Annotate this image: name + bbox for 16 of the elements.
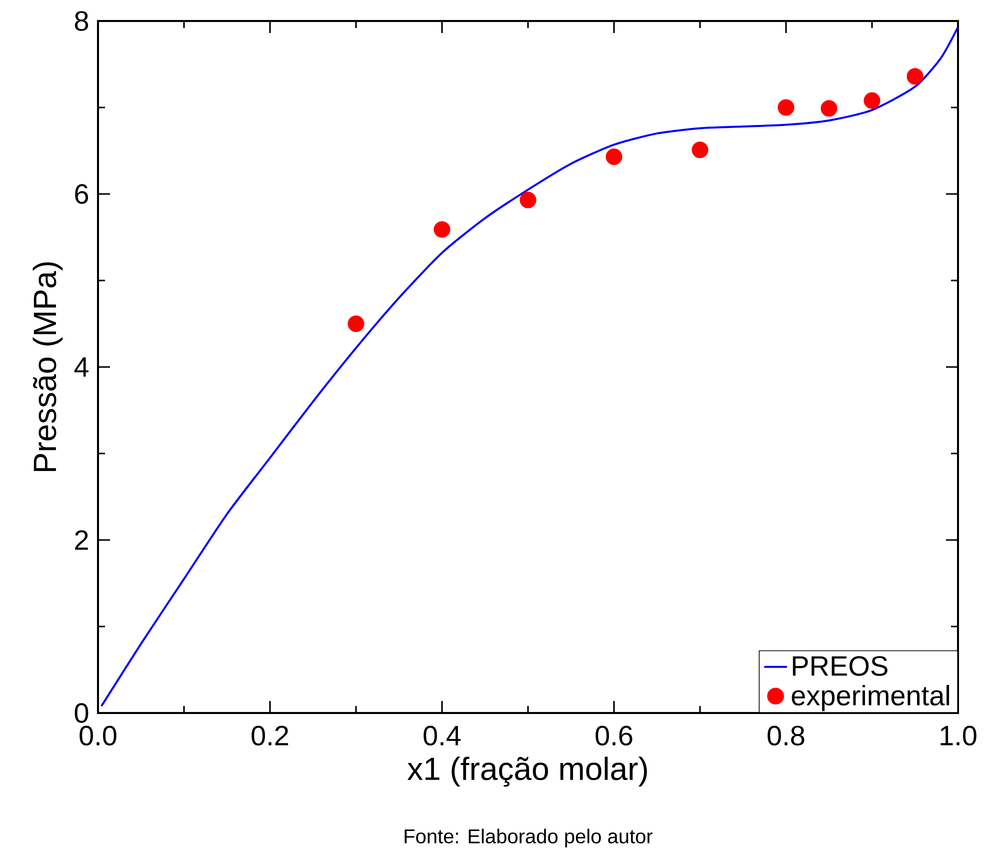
- y-tick-label: 0: [74, 703, 88, 723]
- x-tick-label: 0.6: [596, 726, 632, 746]
- x-tick-label: 0.8: [768, 726, 804, 746]
- source-note: Fonte: Elaborado pelo autor: [404, 828, 653, 848]
- x-axis-title: x1 (fração molar): [407, 756, 647, 787]
- y-tick-label: 2: [75, 530, 88, 550]
- legend-label: experimental: [792, 684, 950, 712]
- x-tick-label: 0.0: [80, 726, 116, 746]
- x-tick-label: 1.0: [940, 726, 976, 746]
- legend-label: PREOS: [792, 656, 888, 676]
- x-tick-label: 0.4: [424, 726, 461, 746]
- y-tick-label: 6: [75, 184, 88, 204]
- y-tick-label: 4: [74, 357, 88, 377]
- y-tick-label: 8: [74, 11, 88, 31]
- x-tick-label: 0.2: [252, 726, 288, 746]
- y-axis-title: Pressão (MPa): [32, 262, 63, 472]
